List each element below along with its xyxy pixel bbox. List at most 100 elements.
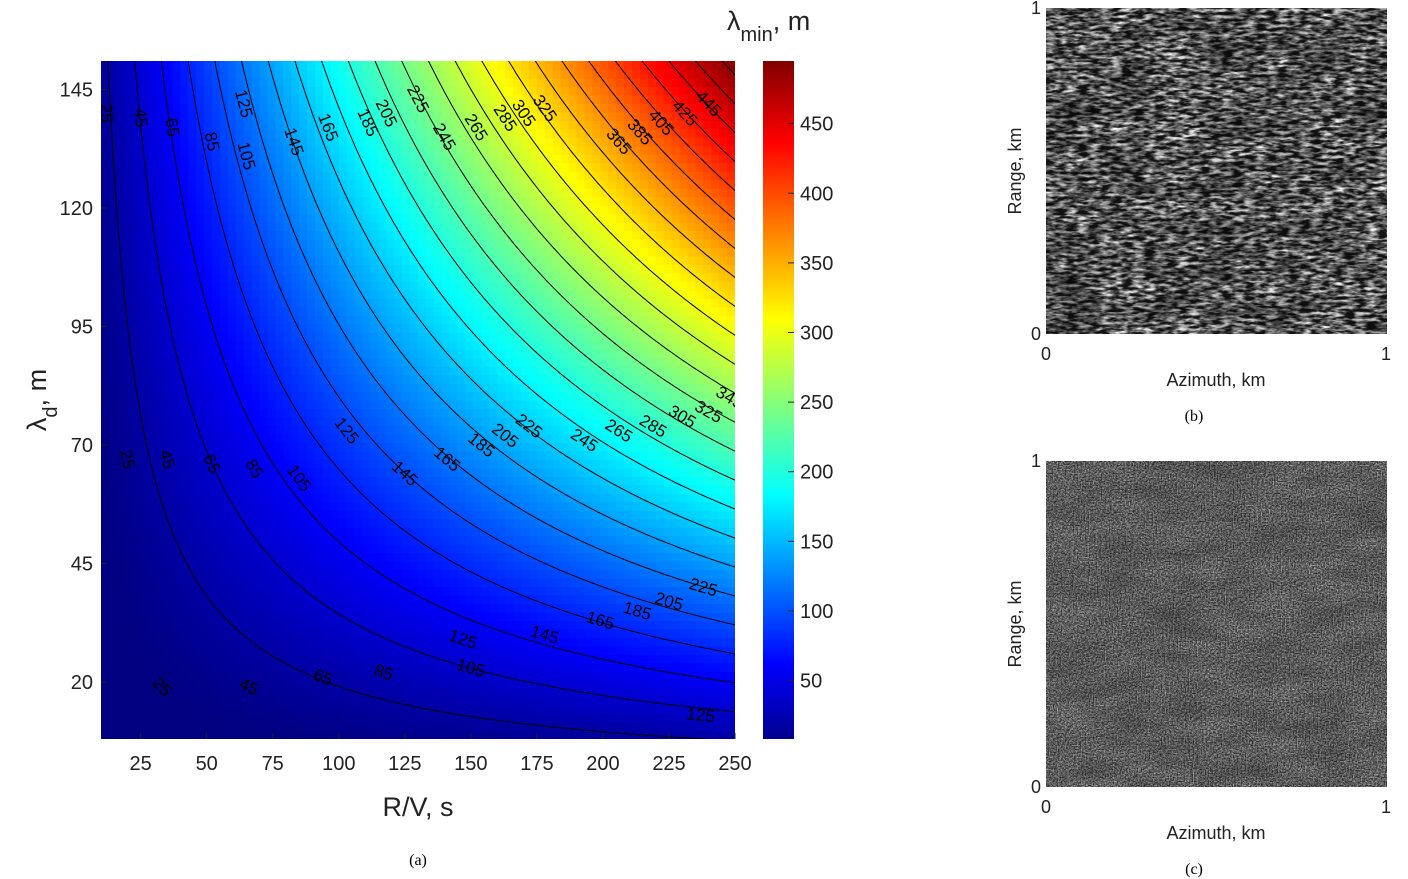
heatmap-cell [536, 315, 546, 325]
heatmap-cell [497, 340, 506, 350]
heatmap-cell [156, 247, 165, 257]
heatmap-cell [386, 493, 395, 503]
heatmap-cell [513, 433, 522, 443]
heatmap-cell [219, 577, 229, 588]
heatmap-cell [528, 688, 538, 698]
heatmap-cell [148, 103, 158, 113]
heatmap-cell [108, 586, 118, 596]
heatmap-cell [441, 705, 451, 715]
heatmap-cell [204, 688, 213, 698]
heatmap-cell [211, 349, 221, 359]
heatmap-cell [457, 137, 467, 147]
heatmap-cell [148, 722, 158, 732]
heatmap-cell [283, 111, 292, 121]
heatmap-cell [235, 713, 245, 723]
heatmap-cell [275, 586, 284, 596]
heatmap-cell [441, 128, 451, 138]
heatmap-cell [584, 459, 593, 469]
heatmap-cell [528, 205, 538, 215]
heatmap-cell [378, 120, 387, 130]
heatmap-cell [299, 577, 308, 588]
heatmap-cell [497, 408, 506, 418]
heatmap-cell [425, 374, 435, 384]
heatmap-cell [528, 662, 538, 672]
heatmap-cell [410, 722, 419, 732]
heatmap-cell [330, 281, 340, 291]
heatmap-cell [235, 306, 245, 316]
heatmap-cell [481, 722, 490, 732]
heatmap-cell [481, 255, 490, 265]
heatmap-cell [108, 289, 118, 299]
heatmap-cell [489, 594, 498, 604]
heatmap-cell [204, 722, 213, 732]
heatmap-cell [521, 696, 530, 706]
heatmap-cell [338, 86, 348, 96]
heatmap-cell [172, 196, 181, 206]
heatmap-cell [283, 247, 292, 257]
heatmap-cell [196, 611, 205, 621]
heatmap-cell [251, 628, 261, 638]
heatmap-cell [418, 349, 427, 359]
heatmap-cell [101, 501, 110, 511]
heatmap-cell [418, 315, 427, 325]
heatmap-cell [433, 205, 443, 215]
heatmap-cell [148, 171, 158, 181]
heatmap-cell [362, 349, 372, 359]
heatmap-cell [101, 120, 110, 130]
heatmap-cell [433, 238, 443, 249]
heatmap-cell [402, 459, 411, 469]
heatmap-cell [465, 357, 475, 367]
heatmap-cell [433, 730, 443, 739]
heatmap-cell [267, 255, 276, 265]
heatmap-cell [552, 628, 562, 638]
heatmap-cell [132, 705, 142, 715]
heatmap-cell [299, 162, 308, 172]
heatmap-cell [196, 688, 205, 698]
heatmap-cell [307, 69, 316, 79]
heatmap-cell [196, 272, 205, 282]
heatmap-cell [188, 476, 197, 486]
heatmap-cell [180, 535, 189, 545]
heatmap-cell [291, 603, 300, 613]
heatmap-cell [544, 188, 554, 198]
heatmap-cell [489, 518, 498, 528]
heatmap-cell [425, 137, 435, 147]
heatmap-cell [425, 425, 435, 435]
heatmap-cell [219, 645, 229, 655]
heatmap-cell [314, 561, 324, 571]
heatmap-cell [386, 171, 395, 181]
heatmap-cell [584, 61, 593, 71]
heatmap-cell [410, 111, 419, 121]
heatmap-cell [465, 171, 475, 181]
heatmap-cell [394, 111, 403, 121]
heatmap-cell [473, 518, 482, 528]
heatmap-cell [180, 544, 189, 554]
heatmap-cell [465, 510, 475, 520]
heatmap-cell [132, 111, 142, 121]
heatmap-cell [410, 94, 419, 104]
heatmap-cell [299, 679, 308, 689]
heatmap-cell [219, 518, 229, 528]
heatmap-cell [259, 61, 269, 71]
heatmap-cell [314, 577, 324, 588]
heatmap-cell [275, 154, 284, 164]
heatmap-cell [521, 662, 530, 672]
heatmap-cell [140, 611, 150, 621]
heatmap-cell [322, 577, 332, 588]
heatmap-cell [101, 137, 110, 147]
heatmap-cell [251, 586, 261, 596]
heatmap-cell [544, 145, 554, 155]
heatmap-cell [132, 527, 142, 537]
heatmap-cell [410, 171, 419, 181]
heatmap-cell [283, 255, 292, 265]
heatmap-cell [425, 340, 435, 350]
heatmap-cell [219, 171, 229, 181]
heatmap-cell [196, 493, 205, 503]
heatmap-cell [378, 77, 387, 88]
heatmap-cell [314, 298, 324, 308]
heatmap-cell [521, 577, 530, 588]
heatmap-cell [283, 306, 292, 316]
heatmap-cell [584, 628, 593, 638]
heatmap-cell [330, 77, 340, 88]
heatmap-cell [251, 264, 261, 274]
